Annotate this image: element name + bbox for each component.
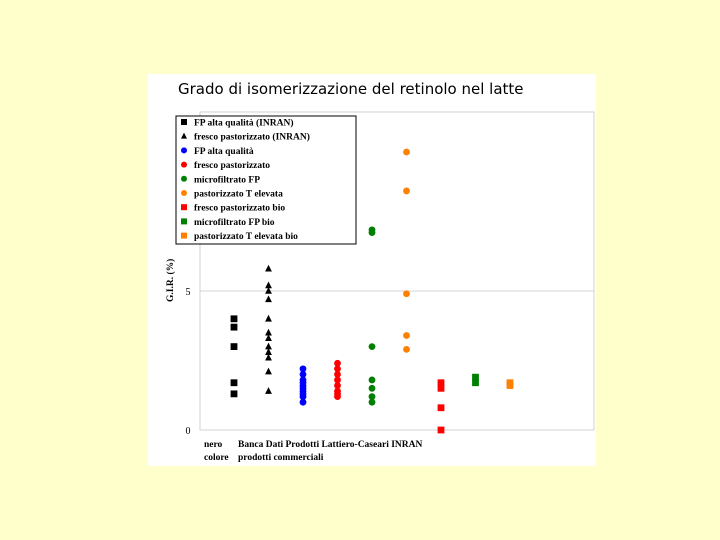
data-point-s6-3 xyxy=(403,290,410,298)
series-9 xyxy=(506,379,514,389)
data-point-s4-1 xyxy=(334,359,341,367)
plot-area xyxy=(199,111,595,431)
data-point-s3-9 xyxy=(299,393,307,401)
data-point-s4-4 xyxy=(334,376,341,384)
series-6 xyxy=(403,148,410,353)
data-point-s1-2 xyxy=(230,323,238,331)
y-axis-label: G.I.R. (%) xyxy=(165,259,176,302)
legend-marker-3 xyxy=(181,147,187,154)
footer-right-top: Banca Dati Prodotti Lattiero-Caseari INR… xyxy=(238,440,422,450)
legend-marker-7 xyxy=(181,204,187,211)
data-point-s2-5 xyxy=(265,264,272,272)
data-point-s4-2 xyxy=(334,365,341,373)
series-1 xyxy=(230,315,238,398)
y-tick-label-5: 5 xyxy=(186,287,191,298)
legend-label-7: fresco pastorizzato bio xyxy=(194,204,285,214)
data-point-s1-1 xyxy=(230,315,238,323)
data-point-s6-1 xyxy=(403,148,410,156)
data-point-s4-5 xyxy=(334,382,341,389)
series-3 xyxy=(299,365,307,406)
data-point-s5-2 xyxy=(368,229,376,237)
legend-marker-5 xyxy=(181,175,187,182)
legend-marker-1 xyxy=(181,119,187,125)
data-point-s2-12 xyxy=(265,342,272,350)
legend-label-6: pastorizzato T elevata xyxy=(194,190,283,200)
data-point-s7-2 xyxy=(437,384,445,392)
legend-label-4: fresco pastorizzato xyxy=(194,161,270,171)
legend-label-9: pastorizzato T elevata bio xyxy=(194,232,298,242)
legend-label-3: FP alta qualità xyxy=(194,147,254,157)
footer: nero colore Banca Dati Prodotti Lattiero… xyxy=(204,440,422,463)
data-point-s3-2 xyxy=(299,371,307,378)
data-point-s9-2 xyxy=(506,382,514,389)
data-point-s3-10 xyxy=(299,398,307,406)
data-point-s2-8 xyxy=(265,295,272,303)
legend-label-1: FP alta qualità (INRAN) xyxy=(194,118,294,129)
data-point-s4-8 xyxy=(334,393,341,401)
series-8 xyxy=(472,373,479,387)
legend-label-2: fresco pastorizzato (INRAN) xyxy=(194,132,310,143)
y-tick-label-0: 0 xyxy=(186,426,191,437)
series-7 xyxy=(437,379,445,434)
footer-left-top: nero xyxy=(204,440,223,450)
legend-label-5: microfiltrato FP xyxy=(194,175,260,185)
data-point-s2-15 xyxy=(265,367,272,375)
legend-items: FP alta qualità (INRAN) fresco pastorizza… xyxy=(181,118,310,242)
data-point-s6-2 xyxy=(403,187,410,195)
data-point-s4-3 xyxy=(334,371,341,378)
data-point-s2-13 xyxy=(265,348,272,355)
legend-marker-8 xyxy=(181,218,187,225)
data-point-s5-7 xyxy=(368,398,376,406)
footer-right-bottom: prodotti commerciali xyxy=(238,453,324,463)
legend: FP alta qualità (INRAN) fresco pastorizza… xyxy=(175,115,357,245)
series-5 xyxy=(368,226,376,406)
data-point-s1-5 xyxy=(230,390,238,398)
data-point-s1-3 xyxy=(230,343,238,350)
data-point-s7-4 xyxy=(437,426,445,434)
chart-panel: Grado di isomerizzazione del retinolo ne… xyxy=(148,74,596,466)
data-point-s8-2 xyxy=(472,379,479,387)
data-point-s2-14 xyxy=(265,353,272,361)
legend-marker-4 xyxy=(181,161,187,168)
data-point-s8-1 xyxy=(472,373,479,381)
scatter-chart: Grado di isomerizzazione del retinolo ne… xyxy=(148,74,596,466)
legend-marker-2 xyxy=(181,132,187,139)
plot-frame xyxy=(199,111,595,431)
data-point-s2-9 xyxy=(265,314,272,322)
data-point-s6-5 xyxy=(403,345,410,353)
data-point-s5-6 xyxy=(368,393,376,401)
data-point-s5-3 xyxy=(368,343,376,350)
data-point-s2-10 xyxy=(265,328,272,336)
data-point-s3-1 xyxy=(299,365,307,373)
footer-left-bottom: colore xyxy=(204,453,229,463)
data-point-s5-5 xyxy=(368,384,376,392)
legend-marker-9 xyxy=(181,232,187,239)
data-point-s1-4 xyxy=(230,379,238,387)
data-point-s7-3 xyxy=(437,404,445,412)
data-point-s2-16 xyxy=(265,387,272,394)
data-point-s5-4 xyxy=(368,376,376,384)
legend-box xyxy=(175,115,357,245)
data-point-s6-4 xyxy=(403,332,410,339)
data-point-s7-1 xyxy=(437,379,445,387)
data-point-s2-7 xyxy=(265,287,272,294)
chart-title: Grado di isomerizzazione del retinolo ne… xyxy=(178,80,524,98)
legend-label-8: microfiltrato FP bio xyxy=(194,218,275,228)
series-4 xyxy=(334,359,341,401)
data-point-s2-6 xyxy=(265,281,272,289)
data-point-s2-11 xyxy=(265,334,272,342)
y-axis-ticks: 05 xyxy=(186,287,191,437)
legend-marker-6 xyxy=(181,190,187,196)
